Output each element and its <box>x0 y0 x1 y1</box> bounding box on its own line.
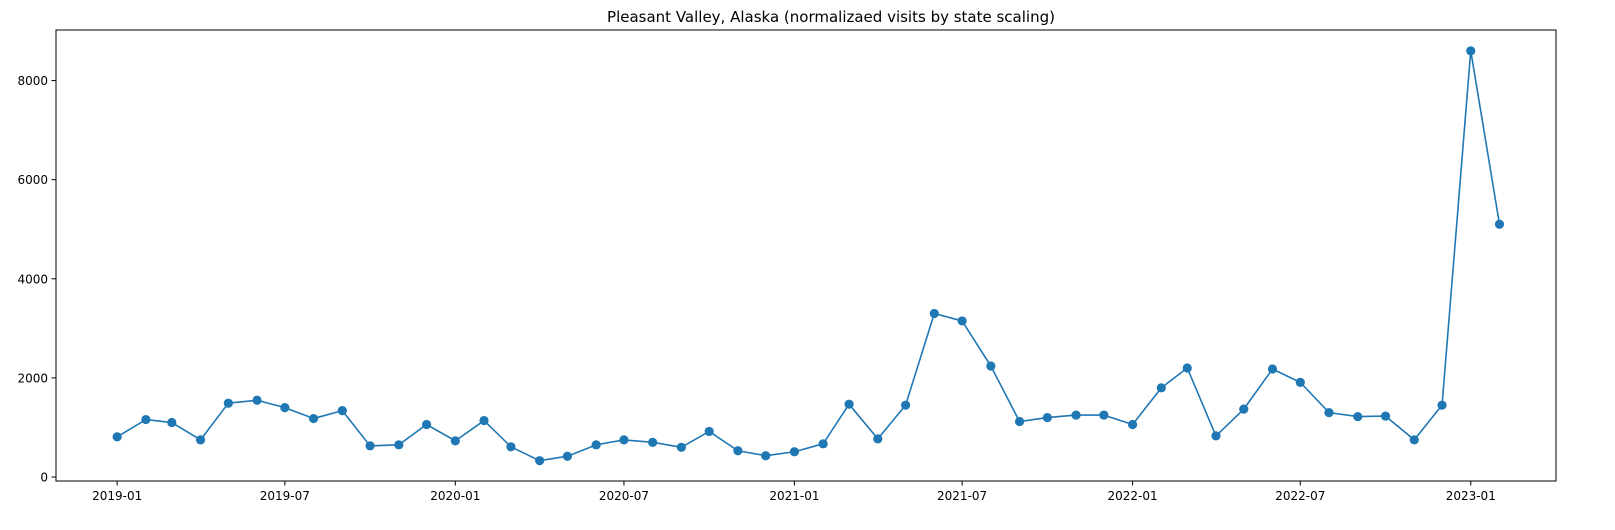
data-point <box>195 435 206 445</box>
data-point <box>986 361 996 371</box>
data-point <box>223 398 233 408</box>
x-tick-label: 2020-01 <box>430 489 480 503</box>
data-point <box>479 415 489 426</box>
x-tick-label: 2022-07 <box>1275 489 1325 503</box>
x-tick-label: 2023-01 <box>1446 489 1496 503</box>
y-tick-label: 2000 <box>17 371 48 385</box>
data-point <box>957 316 967 326</box>
x-tick-label: 2021-07 <box>937 489 987 503</box>
data-point <box>1324 408 1334 418</box>
data-point <box>844 399 854 409</box>
data-point <box>1437 400 1447 410</box>
data-point <box>308 413 319 424</box>
data-point <box>648 437 658 447</box>
data-point <box>1127 419 1138 430</box>
data-point <box>1380 411 1391 421</box>
data-point <box>619 435 629 445</box>
x-tick-label: 2021-01 <box>769 489 819 503</box>
data-point <box>901 400 911 410</box>
data-point <box>1014 416 1025 427</box>
y-tick-label: 8000 <box>17 74 48 88</box>
data-point <box>280 403 290 413</box>
data-point <box>1156 383 1166 393</box>
y-tick-label: 6000 <box>17 173 48 187</box>
data-point <box>506 442 516 452</box>
chart-title: Pleasant Valley, Alaska (normalizaed vis… <box>607 8 1055 26</box>
data-point <box>789 447 800 457</box>
x-tick-label: 2019-07 <box>260 489 310 503</box>
series-line <box>116 50 1501 462</box>
data-point <box>1099 410 1109 420</box>
data-point <box>252 395 262 405</box>
data-point <box>141 414 151 425</box>
data-point <box>1182 363 1192 373</box>
data-point <box>1042 412 1052 423</box>
x-tick-label: 2022-01 <box>1108 489 1158 503</box>
data-point <box>337 406 347 416</box>
y-tick-label: 0 <box>40 471 48 485</box>
data-point <box>1211 431 1221 441</box>
data-point <box>450 436 460 446</box>
data-point <box>733 446 743 456</box>
y-tick-label: 4000 <box>17 272 48 286</box>
data-point <box>818 439 828 449</box>
data-point <box>1295 377 1305 387</box>
data-point <box>929 308 939 319</box>
data-point <box>873 434 883 444</box>
data-point <box>1071 410 1081 420</box>
data-point <box>562 451 573 461</box>
data-point <box>1267 364 1278 374</box>
data-point <box>1409 435 1419 445</box>
x-tick-label: 2019-01 <box>92 489 142 503</box>
data-point <box>704 426 714 437</box>
data-point <box>167 417 177 428</box>
series-layer <box>112 46 1505 466</box>
data-point <box>394 440 404 450</box>
data-point <box>761 451 771 461</box>
data-point <box>1353 411 1363 422</box>
data-point <box>422 419 432 430</box>
axes: 2019-01 2019-07 2020-01 2020-07 2021-01 2021-… <box>17 29 1557 503</box>
x-tick-label: 2020-07 <box>599 489 649 503</box>
plot-frame <box>55 29 1557 482</box>
data-point <box>1466 46 1476 56</box>
data-point <box>591 440 601 450</box>
data-point <box>1494 219 1505 229</box>
data-point <box>365 441 375 451</box>
data-point <box>676 442 686 452</box>
data-point <box>535 456 545 466</box>
data-point <box>1239 404 1249 414</box>
data-point <box>112 432 122 442</box>
